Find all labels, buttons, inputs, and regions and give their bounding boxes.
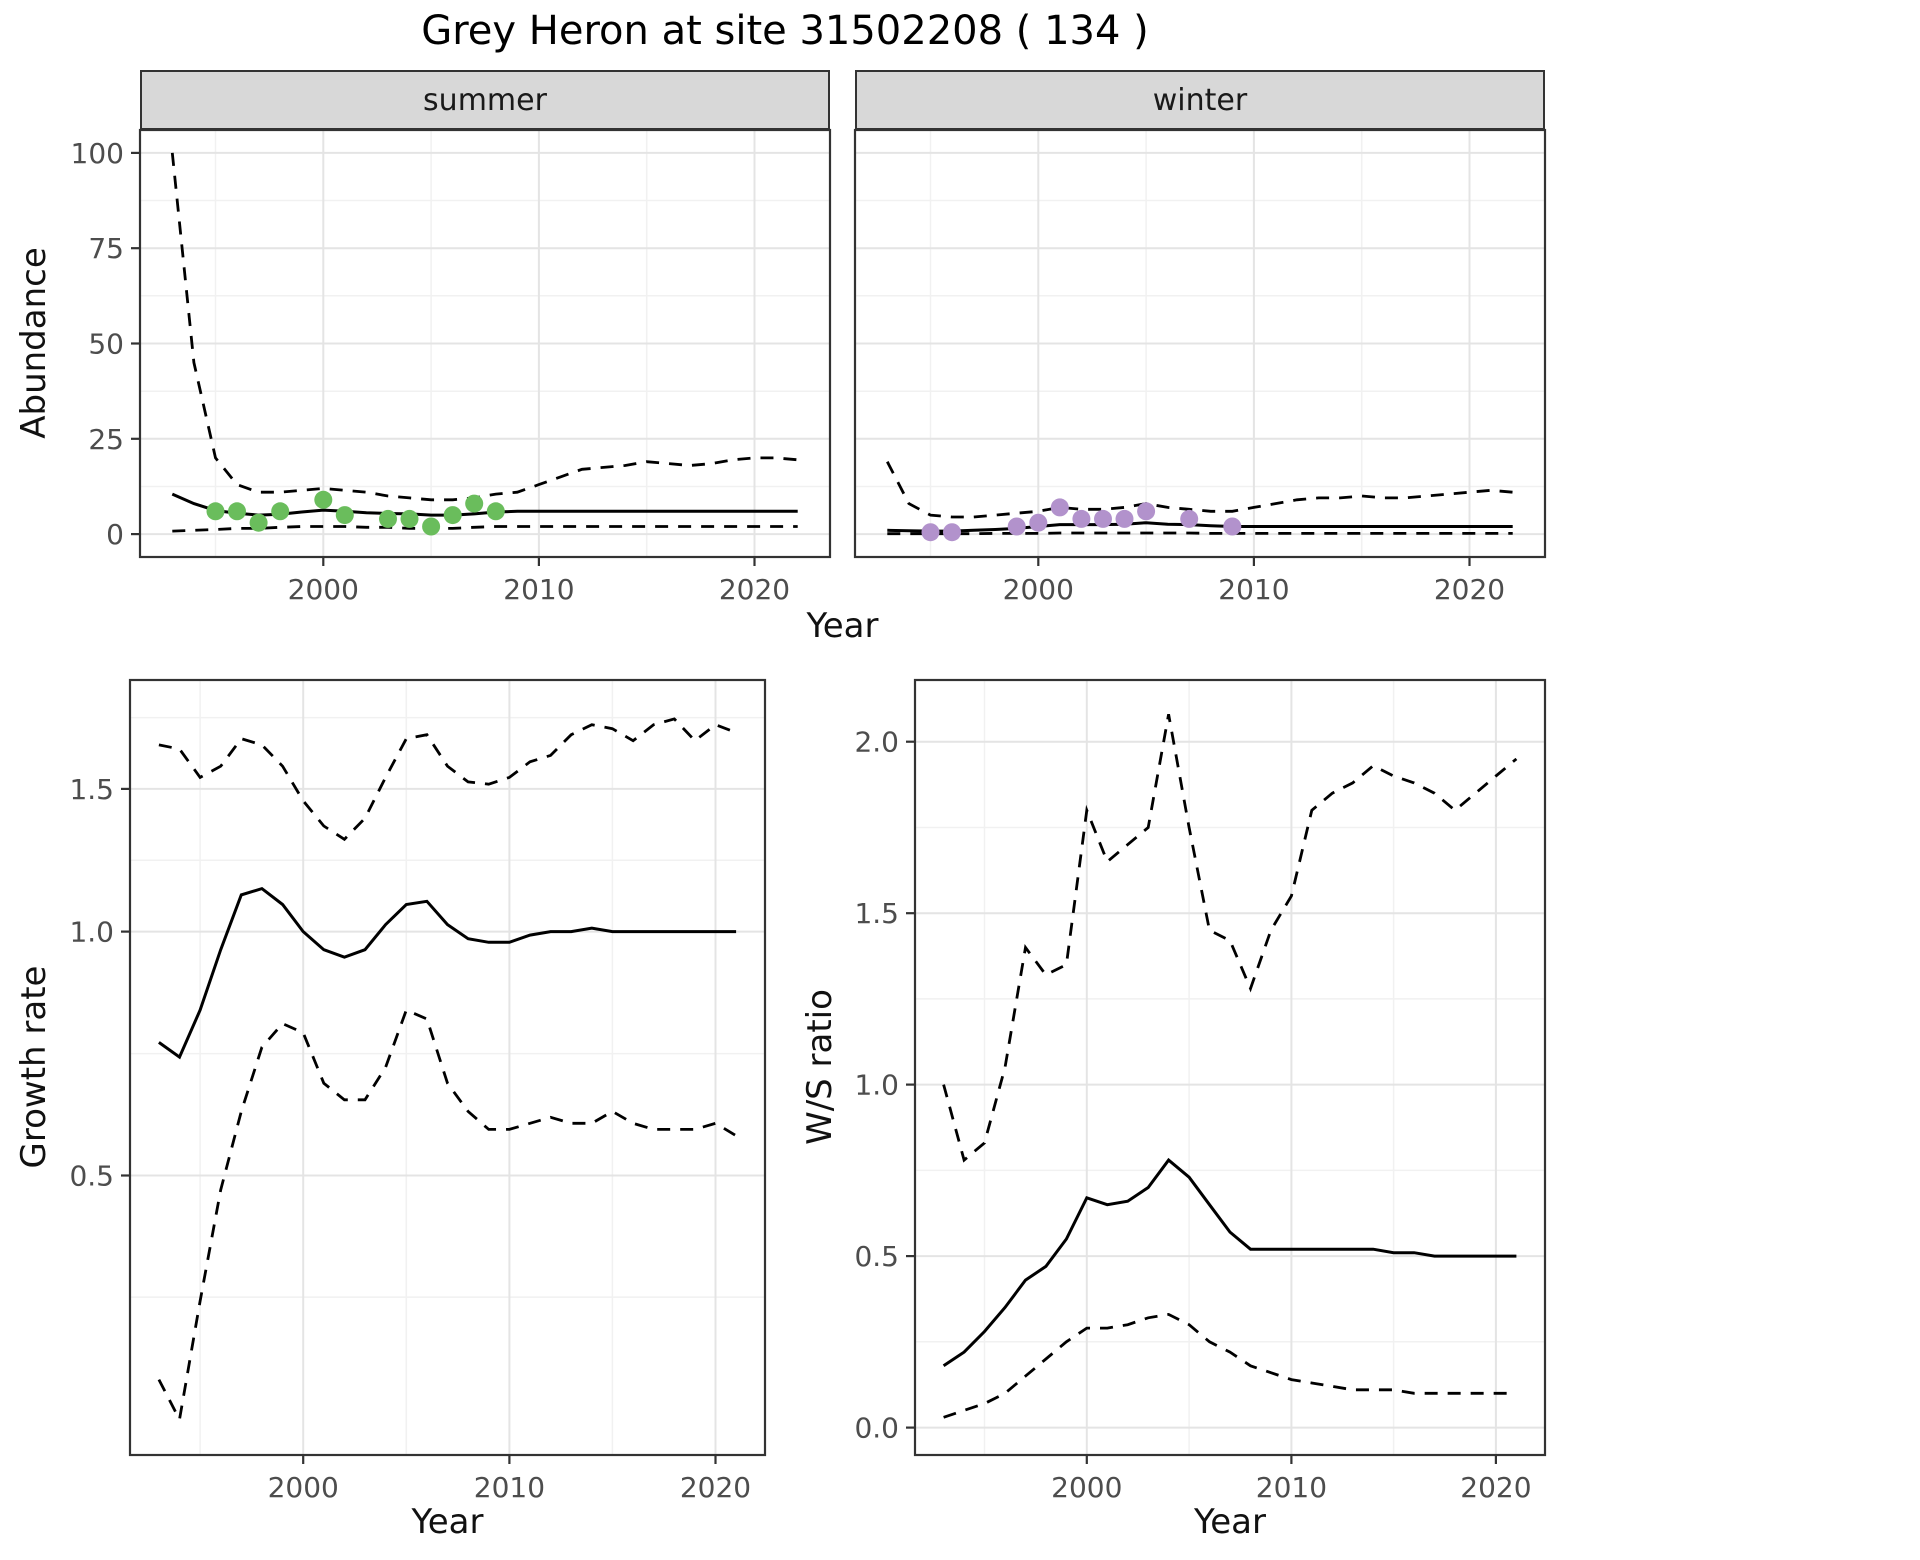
panel-abundance-summer-observation-point [271,502,290,521]
panel-abundance-winter-observation-point [1115,509,1134,528]
svg-text:1.0: 1.0 [69,916,114,949]
panel-abundance-winter-observation-point [1072,509,1091,528]
abundance-x-axis-title: Year [806,606,879,646]
svg-text:2010: 2010 [1218,573,1289,606]
panel-abundance-summer-upper-ci-line [170,152,798,502]
panel-abundance-winter-upper-ci-line [886,461,1513,519]
panel-abundance-summer-observation-point [249,513,268,532]
panel-growth-rate-upper-ci-line [158,717,737,842]
facet-strip-winter: winter [855,70,1545,130]
svg-text:0.0: 0.0 [854,1412,899,1445]
panel-abundance-winter-observation-point [1180,509,1199,528]
panel-growth-rate: 2000 2010 2020 0.5 1.0 1.5 [69,678,767,1504]
svg-text:2010: 2010 [1256,1471,1327,1504]
panel-abundance-summer-observation-point [486,502,505,521]
panel-abundance-winter-fit-line [887,521,1513,533]
facet-strip-summer: summer [140,70,830,130]
panel-abundance-summer-observation-point [422,517,441,536]
svg-text:2000: 2000 [1051,1471,1122,1504]
svg-text:100: 100 [71,137,124,170]
panel-abundance-summer-observation-point [228,502,246,521]
panel-ws-ratio-upper-ci-line [942,714,1518,1163]
panel-ws-ratio-lower-ci-line [943,1312,1517,1419]
panel-ws-ratio-fit-line [942,1157,1517,1368]
svg-text:2020: 2020 [719,573,790,606]
panel-abundance-winter-observation-point [1029,513,1048,532]
svg-text:0.5: 0.5 [854,1240,899,1273]
svg-text:1.0: 1.0 [854,1069,899,1102]
panel-abundance-summer-observation-point [379,509,397,528]
panel-abundance-winter-observation-point [1007,517,1026,536]
svg-text:50: 50 [88,328,124,361]
panel-abundance-winter-observation-point [1050,498,1069,517]
panel-abundance-summer-observation-point [314,490,333,509]
svg-text:2000: 2000 [1003,573,1074,606]
svg-text:2020: 2020 [1434,573,1505,606]
svg-text:25: 25 [88,423,124,456]
svg-text:75: 75 [88,232,124,265]
panel-abundance-summer-observation-point [443,506,462,525]
svg-text:2020: 2020 [1460,1471,1531,1504]
panel-abundance-summer: 2000 2010 2020 0 25 50 75 100 [71,128,832,606]
chart-title: Grey Heron at site 31502208 ( 134 ) [421,8,1149,54]
panel-abundance-summer-lower-ci-line [172,525,798,533]
panel-abundance-summer-observation-point [400,509,419,528]
svg-text:2010: 2010 [503,573,574,606]
svg-text:1.5: 1.5 [854,897,899,930]
svg-text:1.5: 1.5 [69,773,114,806]
panel-abundance-summer-observation-point [465,494,484,513]
svg-text:2000: 2000 [288,573,359,606]
panel-abundance-summer-fit-line [171,492,798,517]
growth-rate-x-axis-title: Year [411,1502,484,1542]
svg-text:2010: 2010 [474,1471,545,1504]
svg-text:0.5: 0.5 [69,1160,114,1193]
facet-strip-summer-label: summer [423,82,547,118]
panel-abundance-winter-observation-point [943,523,961,542]
facet-strip-winter-label: winter [1152,82,1248,118]
panel-abundance-winter-observation-point [1137,502,1156,521]
panel-growth-rate-fit-line [158,886,737,1060]
panel-abundance-summer-observation-point [206,502,225,521]
panel-growth-rate-lower-ci-line [157,1008,737,1424]
svg-text:2020: 2020 [680,1471,751,1504]
svg-text:0: 0 [106,518,124,551]
panel-abundance-winter-observation-point [1094,509,1112,528]
panel-abundance-summer-observation-point [335,506,354,525]
panel-abundance-winter-lower-ci-line [887,531,1513,536]
ws-ratio-x-axis-title: Year [1194,1502,1266,1542]
panel-abundance-winter: 2000 2010 2020 [853,128,1547,606]
panel-abundance-winter-observation-point [921,523,940,542]
svg-text:2.0: 2.0 [854,726,899,759]
panel-abundance-winter-observation-point [1223,517,1242,536]
svg-text:2000: 2000 [268,1471,339,1504]
panel-ws-ratio: 2000 2010 2020 0.0 0.5 1.0 1.5 2.0 [854,678,1547,1504]
